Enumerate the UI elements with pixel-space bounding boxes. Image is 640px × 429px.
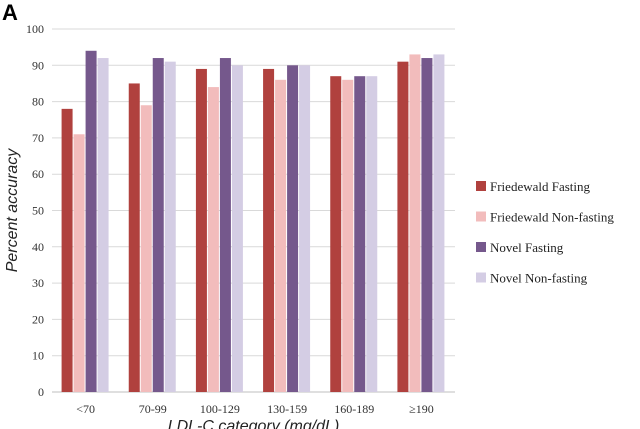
y-tick-label: 50 (32, 204, 44, 218)
y-tick-label: 30 (32, 276, 44, 290)
legend-item: Friedewald Fasting (476, 179, 591, 194)
bar (219, 58, 231, 392)
bar (128, 83, 140, 392)
bar (97, 58, 109, 392)
x-axis-label: LDL-C category (mg/dL) (168, 418, 340, 429)
legend-swatch (476, 181, 486, 191)
bar (354, 76, 366, 392)
bar (397, 61, 409, 393)
y-tick-label: 90 (32, 58, 44, 72)
legend-item: Friedewald Non-fasting (476, 210, 614, 225)
x-tick-label: 130-159 (267, 402, 307, 416)
legend-item: Novel Non-fasting (476, 271, 588, 286)
panel-letter: A (2, 0, 18, 25)
bar (366, 76, 378, 392)
y-axis-ticks: 0 10 20 30 40 50 60 70 80 90 100 (26, 22, 44, 399)
y-tick-label: 0 (38, 385, 44, 399)
legend: Friedewald Fasting Friedewald Non-fasting… (476, 179, 614, 286)
bar (61, 108, 73, 393)
bars (61, 50, 445, 393)
bar (207, 87, 219, 392)
bar (330, 76, 342, 392)
bar (409, 54, 421, 392)
x-tick-label: 160-189 (334, 402, 374, 416)
bar (140, 105, 152, 392)
x-tick-label: 70-99 (139, 402, 167, 416)
y-axis-label: Percent accuracy (4, 148, 21, 273)
legend-label: Friedewald Fasting (490, 179, 591, 194)
x-axis-ticks: <70 70-99 100-129 130-159 160-189 ≥190 (76, 402, 434, 416)
bar (299, 65, 311, 393)
legend-label: Novel Non-fasting (490, 271, 588, 286)
y-tick-label: 100 (26, 22, 44, 36)
bar (421, 58, 433, 392)
y-tick-label: 20 (32, 312, 44, 326)
bar (433, 54, 445, 392)
bar (275, 79, 287, 392)
legend-swatch (476, 211, 486, 222)
legend-item: Novel Fasting (476, 240, 564, 255)
y-tick-label: 40 (32, 240, 44, 254)
y-tick-label: 60 (32, 167, 44, 181)
y-tick-label: 10 (32, 349, 44, 363)
legend-swatch (476, 272, 486, 283)
bar (85, 50, 97, 392)
legend-swatch (476, 242, 486, 252)
grid (52, 28, 455, 393)
y-tick-label: 70 (32, 131, 44, 145)
x-tick-label: <70 (76, 402, 95, 416)
bar (231, 65, 243, 393)
x-tick-label: ≥190 (409, 402, 434, 416)
y-tick-label: 80 (32, 95, 44, 109)
bar (164, 61, 176, 393)
bar (73, 134, 85, 392)
bar (287, 65, 299, 393)
bar (342, 79, 354, 392)
legend-label: Friedewald Non-fasting (490, 210, 614, 225)
bar (152, 58, 164, 392)
x-tick-label: 100-129 (200, 402, 240, 416)
bar (263, 68, 275, 393)
bar (195, 68, 207, 393)
legend-label: Novel Fasting (490, 240, 564, 255)
